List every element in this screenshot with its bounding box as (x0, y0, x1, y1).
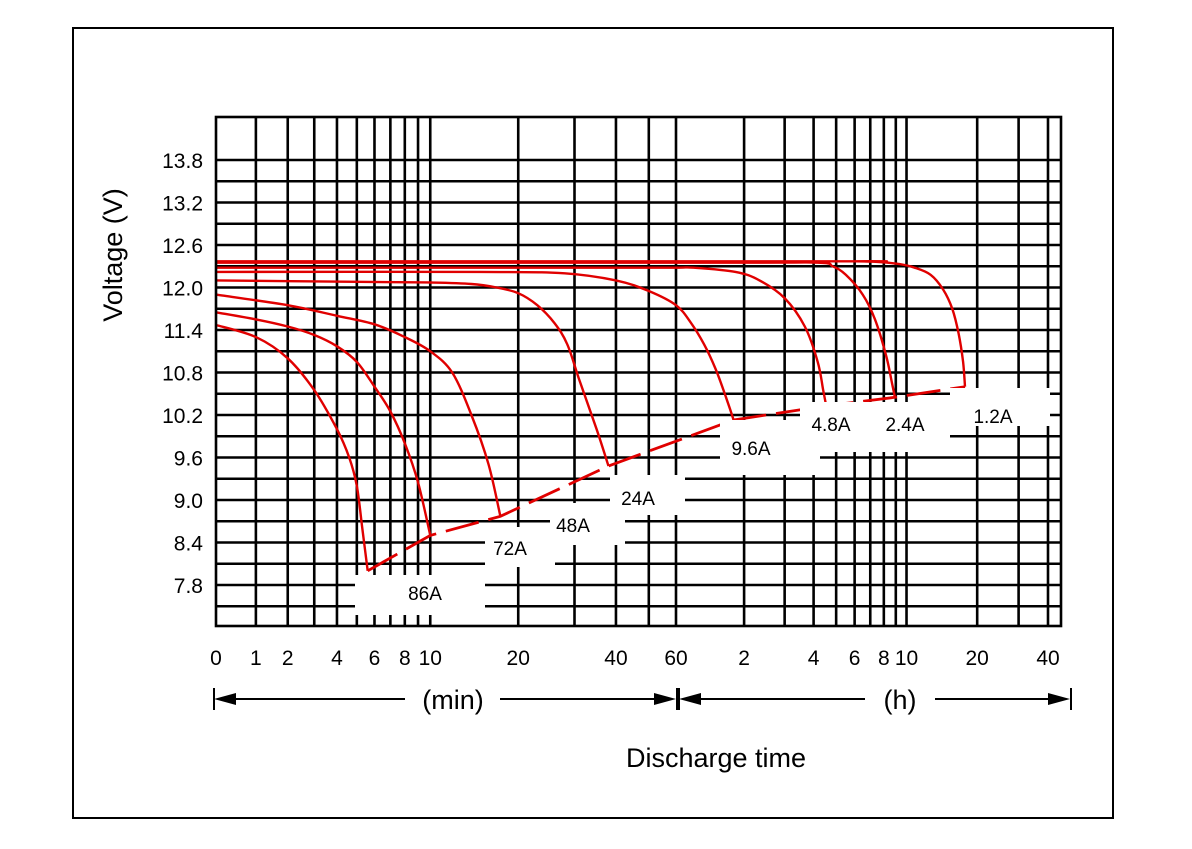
series-line-72a (215, 311, 432, 536)
x-tick-label-min: 2 (282, 647, 294, 670)
curve-labels: 86A 72A 48A 24A 9.6A 4.8A 2.4A 1.2A (408, 407, 1013, 605)
x-tick-label-h: 10 (895, 647, 918, 670)
y-axis-title: Voltage (V) (98, 188, 128, 322)
series-line-48a (215, 293, 502, 517)
x-tick-label-h: 4 (808, 647, 820, 670)
y-tick-label: 8.4 (174, 533, 204, 556)
x-axis-units: (min) (h) (213, 685, 1072, 715)
arrow-right-icon (1048, 693, 1070, 705)
curve-label-1-2a: 1.2A (973, 407, 1012, 428)
y-tick-label: 13.2 (162, 193, 203, 216)
x-tick-label-min: 60 (664, 647, 687, 670)
series-line-24a (215, 279, 610, 467)
curve-label-4-8a: 4.8A (811, 415, 850, 436)
outer-frame (72, 27, 1114, 819)
end-voltage-polyline (367, 385, 966, 573)
x-tick-label-h: 8 (878, 647, 890, 670)
x-tick-label-min: 6 (369, 647, 381, 670)
label-background (485, 527, 555, 567)
label-background (610, 475, 685, 515)
grid (216, 117, 1061, 626)
x-tick-label-h: 2 (738, 647, 750, 670)
label-background (950, 388, 1050, 426)
curves (215, 260, 967, 571)
series-line-1-2a (216, 260, 967, 387)
series-line-2-4a (216, 261, 897, 398)
curve-label-2-4a: 2.4A (885, 415, 924, 436)
y-tick-labels: 13.8 13.2 12.6 12.0 11.4 10.8 10.2 9.6 9.0 8.4 7.8 (162, 150, 203, 598)
unit-label-h: (h) (884, 685, 917, 715)
y-tick-label: 7.8 (174, 575, 203, 598)
x-tick-label-min: 10 (419, 647, 442, 670)
label-background (870, 402, 950, 452)
x-tick-label-h: 6 (849, 647, 861, 670)
curve-label-48a: 48A (556, 516, 590, 537)
series-line-9-6a (215, 270, 735, 421)
curve-label-9-6a: 9.6A (731, 439, 770, 460)
y-tick-label: 11.4 (164, 320, 204, 343)
curve-label-24a: 24A (621, 489, 655, 510)
y-tick-label: 13.8 (162, 150, 203, 173)
curve-label-86a: 86A (408, 584, 442, 605)
arrow-left-icon (679, 693, 701, 705)
x-tick-labels: 0 1 2 4 6 8 10 20 40 60 2 4 6 8 10 20 40 (210, 647, 1060, 670)
y-tick-label: 10.8 (162, 363, 203, 386)
y-tick-label: 10.2 (162, 405, 203, 428)
unit-label-min: (min) (422, 685, 484, 715)
y-tick-label: 12.6 (162, 235, 203, 258)
end-voltage-line (367, 385, 966, 573)
x-tick-label-min: 0 (210, 647, 222, 670)
label-background (800, 402, 870, 452)
y-tick-label: 9.6 (174, 448, 203, 471)
series-line-4-8a (215, 266, 828, 407)
x-tick-label-min: 8 (399, 647, 411, 670)
label-background (355, 575, 485, 615)
arrow-right-icon (654, 693, 676, 705)
curve-label-72a: 72A (493, 539, 527, 560)
x-tick-label-h: 40 (1036, 647, 1059, 670)
x-tick-label-min: 1 (250, 647, 262, 670)
label-backgrounds (355, 388, 1050, 615)
x-tick-label-min: 4 (331, 647, 343, 670)
x-axis-title: Discharge time (626, 743, 806, 773)
y-tick-label: 9.0 (174, 490, 203, 513)
x-tick-label-h: 20 (966, 647, 989, 670)
arrow-left-icon (214, 693, 236, 705)
x-tick-label-min: 20 (507, 647, 530, 670)
plot-border (214, 115, 1063, 628)
y-tick-label: 12.0 (162, 278, 203, 301)
series-line-86a (215, 323, 369, 571)
x-tick-label-min: 40 (604, 647, 627, 670)
